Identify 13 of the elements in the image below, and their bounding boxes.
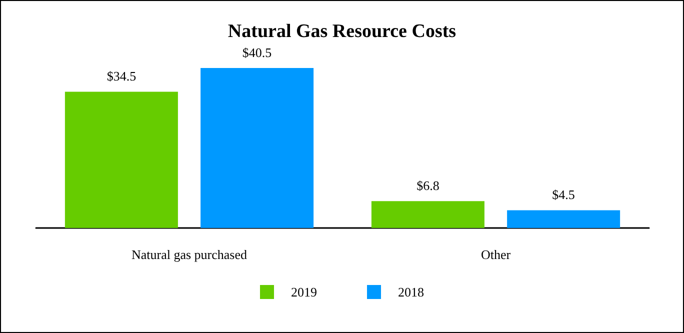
bar bbox=[371, 201, 484, 228]
data-label: $34.5 bbox=[106, 68, 136, 84]
legend-label: 2019 bbox=[291, 284, 317, 300]
data-label: $6.8 bbox=[416, 178, 440, 194]
data-label: $4.5 bbox=[552, 187, 575, 202]
x-tick-label: Other bbox=[480, 247, 512, 262]
bar bbox=[200, 68, 314, 228]
chart-title: Natural Gas Resource Costs bbox=[228, 21, 456, 42]
bar bbox=[64, 92, 178, 228]
data-label: $40.5 bbox=[242, 45, 272, 60]
bar bbox=[507, 210, 620, 228]
x-tick-label: Natural gas purchased bbox=[131, 247, 248, 262]
legend-label: 2018 bbox=[398, 284, 424, 300]
